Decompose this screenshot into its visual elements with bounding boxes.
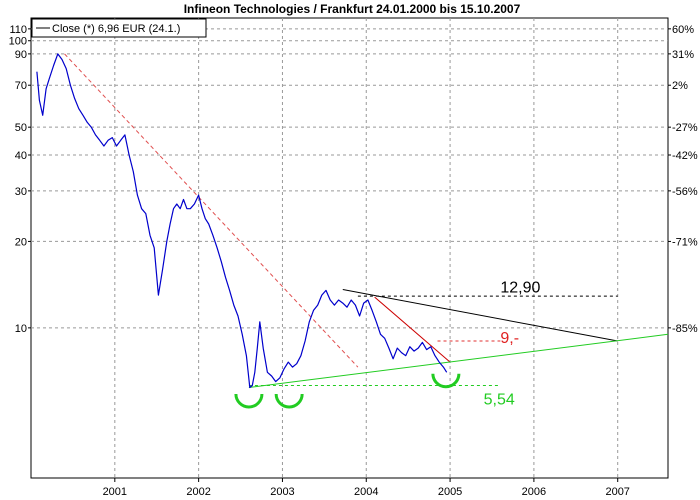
trend-lines [64,53,669,388]
smile-mark [274,393,304,409]
chart-title: Infineon Technologies / Frankfurt 24.01.… [184,2,521,16]
smile-marks [234,373,461,409]
x-axis: 2001 2002 2003 2004 2005 2006 2007 [103,478,630,498]
y-tick-label: 50 [15,122,27,134]
y-tick-label: 100 [9,36,27,48]
y-tick-label-right: -27% [672,122,698,134]
trend-line [248,333,669,388]
y-axis-right: 60% 31% 2% -27% -42% -56% -71% -85% [668,24,698,335]
y-tick-label: 10 [15,323,27,335]
y-tick-label: 90 [15,49,27,61]
grid [31,18,668,478]
series [36,53,448,389]
trend-line [64,53,359,368]
y-tick-label-right: 2% [672,80,688,92]
legend-label: Close (*) 6,96 EUR (24.1.) [52,23,180,35]
x-tick-label: 2004 [354,486,378,498]
x-tick-label: 2003 [270,486,294,498]
level-lines [248,295,618,386]
smile-mark [431,373,461,389]
plot-area [30,17,669,479]
y-tick-label-right: -56% [672,186,698,198]
annotation-label: 5,54 [484,392,515,409]
y-tick-label: 110 [9,24,27,36]
y-tick-label-right: 60% [672,24,694,36]
x-tick-label: 2001 [103,486,127,498]
trend-line [342,289,618,342]
y-tick-label-right: 31% [672,49,694,61]
x-tick-label: 2007 [605,486,629,498]
smile-mark [234,393,264,409]
y-tick-label: 40 [15,150,27,162]
annotation-label: 12,90 [500,279,540,296]
y-tick-label: 30 [15,186,27,198]
x-tick-label: 2005 [438,486,462,498]
y-tick-label: 20 [15,236,27,248]
x-tick-label: 2006 [522,486,546,498]
y-tick-label-right: -85% [672,323,698,335]
y-tick-label-right: -71% [672,236,698,248]
y-tick-label: 70 [15,80,27,92]
trend-line [374,296,451,363]
annotations: 12,90 9,- 5,54 [484,279,541,408]
y-tick-label-right: -42% [672,150,698,162]
legend-box [31,18,207,38]
x-tick-label: 2002 [186,486,210,498]
annotation-label: 9,- [500,330,519,347]
legend: Close (*) 6,96 EUR (24.1.) [31,18,207,38]
series-line [36,53,448,389]
